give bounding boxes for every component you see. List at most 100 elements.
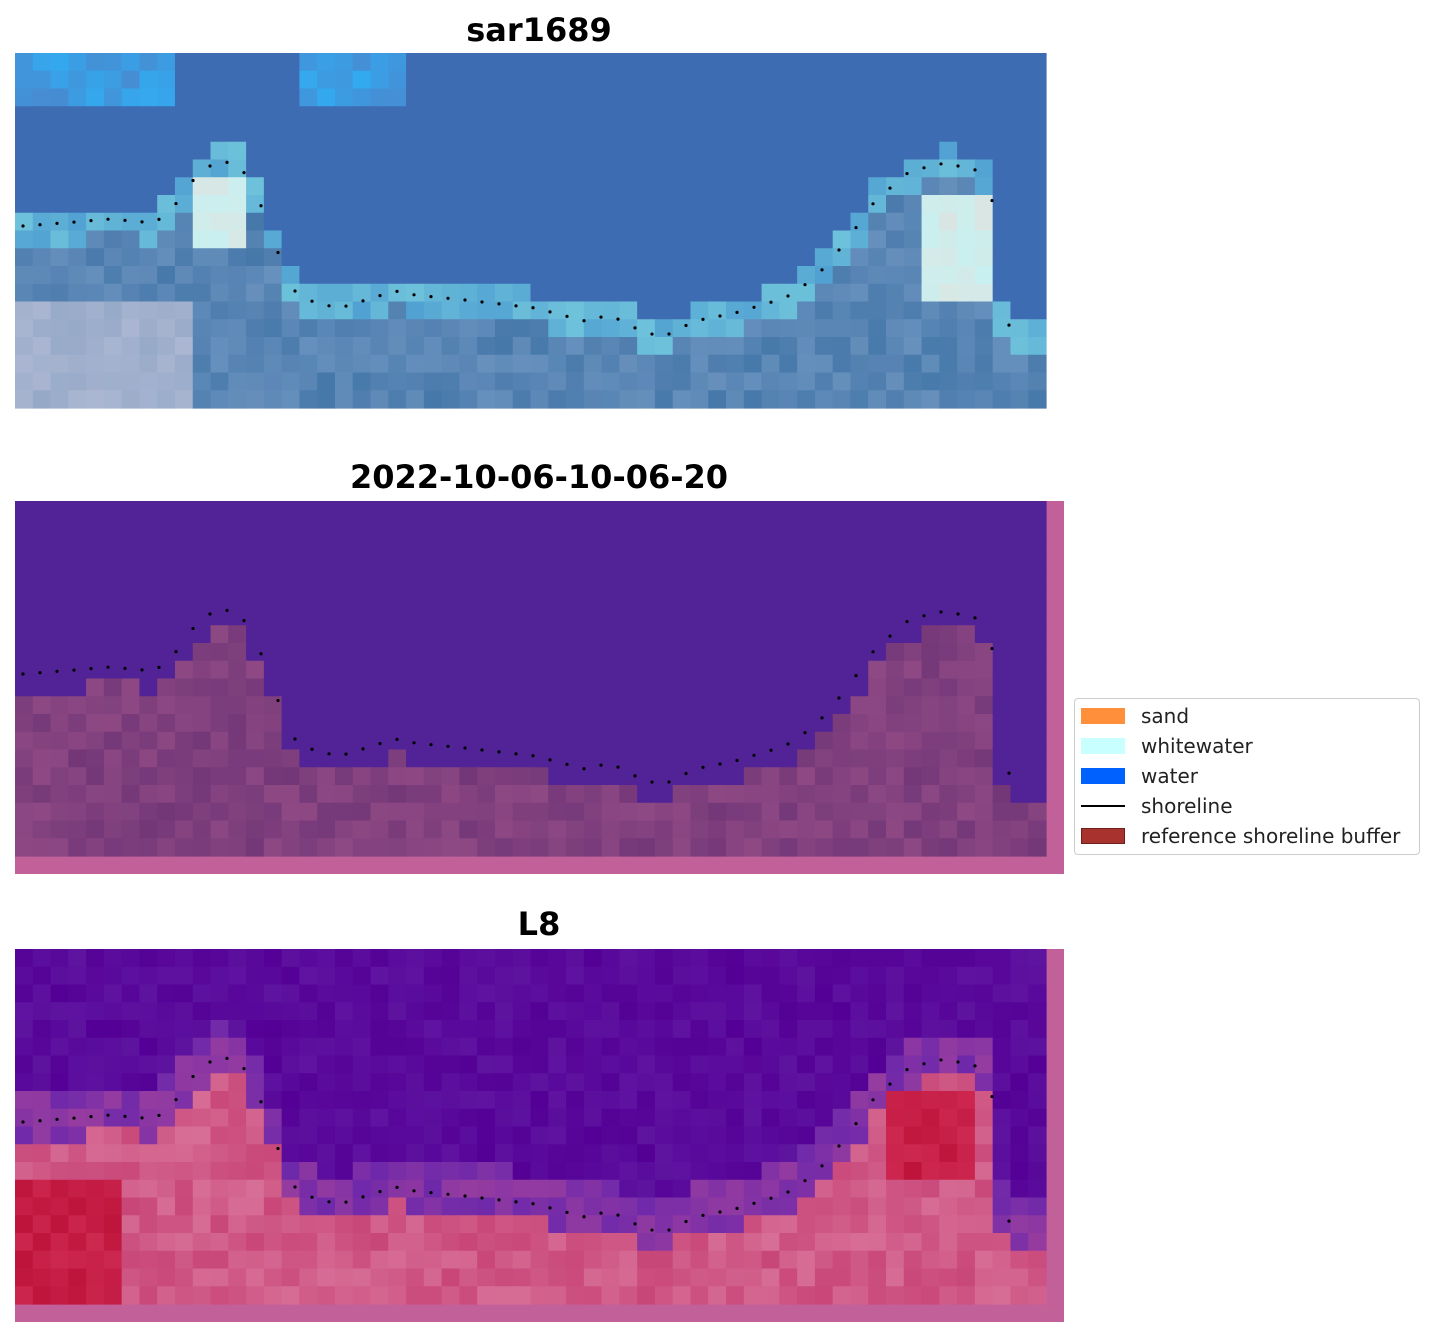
pixel-cell bbox=[654, 696, 674, 715]
pixel-cell bbox=[228, 1037, 247, 1057]
pixel-cell bbox=[708, 1020, 727, 1039]
pixel-cell bbox=[530, 248, 549, 267]
pixel-cell bbox=[726, 625, 745, 644]
pixel-cell bbox=[406, 106, 425, 125]
pixel-cell bbox=[192, 1250, 212, 1270]
pixel-cell bbox=[352, 53, 372, 72]
pixel-cell bbox=[406, 749, 425, 768]
pixel-cell bbox=[654, 589, 674, 609]
pixel-cell bbox=[743, 966, 763, 986]
pixel-cell bbox=[637, 1073, 656, 1092]
pixel-cell bbox=[388, 984, 407, 1003]
pixel-cell bbox=[103, 572, 123, 591]
pixel-cell bbox=[406, 731, 425, 751]
pixel-cell bbox=[86, 501, 105, 520]
pixel-cell bbox=[68, 266, 87, 285]
pixel-cell bbox=[192, 838, 212, 857]
pixel-cell bbox=[459, 714, 478, 733]
pixel-cell bbox=[121, 714, 141, 733]
pixel-cell bbox=[886, 518, 905, 538]
pixel-cell bbox=[619, 1073, 638, 1092]
pixel-cell bbox=[68, 230, 87, 249]
pixel-cell bbox=[263, 1020, 283, 1039]
pixel-cell bbox=[832, 53, 852, 72]
pixel-cell bbox=[494, 696, 514, 715]
pixel-cell bbox=[708, 643, 727, 662]
pixel-cell bbox=[672, 159, 692, 178]
pixel-cell bbox=[459, 106, 478, 125]
pixel-cell bbox=[708, 88, 727, 107]
pixel-cell bbox=[921, 1197, 940, 1216]
pixel-cell bbox=[797, 212, 816, 232]
pixel-cell bbox=[512, 660, 532, 680]
pixel-cell bbox=[583, 390, 603, 409]
pixel-cell bbox=[228, 1215, 247, 1234]
pixel-cell bbox=[281, 643, 301, 662]
legend-label: whitewater bbox=[1141, 734, 1253, 758]
pixel-cell bbox=[352, 501, 372, 520]
pixel-cell bbox=[228, 767, 247, 786]
pixel-cell bbox=[334, 1073, 354, 1092]
pixel-cell bbox=[281, 1037, 301, 1057]
pixel-cell bbox=[459, 966, 478, 986]
pixel-cell bbox=[708, 820, 727, 839]
pixel-cell bbox=[761, 607, 780, 626]
pixel-cell bbox=[68, 1020, 87, 1039]
shoreline-point bbox=[174, 202, 178, 206]
pixel-cell bbox=[406, 177, 425, 196]
pixel-cell bbox=[32, 518, 52, 538]
pixel-cell bbox=[246, 390, 265, 409]
pixel-cell bbox=[139, 1233, 158, 1252]
pixel-cell bbox=[50, 372, 69, 391]
pixel-cell bbox=[974, 643, 994, 662]
pixel-cell bbox=[886, 372, 905, 391]
pixel-cell bbox=[814, 966, 834, 986]
pixel-cell bbox=[512, 337, 532, 356]
pixel-cell bbox=[743, 678, 763, 697]
pixel-cell bbox=[459, 53, 478, 72]
pixel-cell bbox=[246, 195, 265, 214]
pixel-cell bbox=[334, 230, 354, 249]
pixel-cell bbox=[921, 53, 940, 72]
pixel-cell bbox=[601, 820, 620, 839]
pixel-cell bbox=[1010, 230, 1029, 249]
pixel-cell bbox=[388, 354, 407, 374]
pixel-cell bbox=[601, 749, 620, 768]
pixel-cell bbox=[103, 141, 123, 161]
pixel-cell bbox=[868, 1020, 887, 1039]
pixel-cell bbox=[974, 1108, 994, 1128]
pixel-cell bbox=[903, 1215, 923, 1234]
pixel-cell bbox=[726, 1179, 745, 1199]
pixel-cell bbox=[15, 1162, 34, 1181]
pixel-cell bbox=[583, 372, 603, 391]
pixel-cell bbox=[299, 660, 318, 680]
pixel-cell bbox=[352, 106, 372, 125]
pixel-cell bbox=[68, 1091, 87, 1110]
pixel-cell bbox=[174, 372, 194, 391]
pixel-cell bbox=[566, 106, 585, 125]
pixel-cell bbox=[50, 88, 69, 107]
pixel-cell bbox=[992, 1091, 1012, 1110]
pixel-cell bbox=[494, 572, 514, 591]
pixel-cell bbox=[103, 248, 123, 267]
pixel-cell bbox=[903, 141, 923, 161]
pixel-cell bbox=[601, 984, 620, 1003]
pixel-cell bbox=[974, 70, 994, 90]
pixel-cell bbox=[352, 838, 372, 857]
pixel-cell bbox=[263, 802, 283, 822]
pixel-cell bbox=[1010, 1197, 1029, 1216]
pixel-cell bbox=[850, 1020, 869, 1039]
pixel-cell bbox=[974, 660, 994, 680]
pixel-cell bbox=[743, 625, 763, 644]
pixel-cell bbox=[814, 354, 834, 374]
pixel-cell bbox=[637, 1144, 656, 1163]
pixel-cell bbox=[121, 1250, 141, 1270]
pixel-cell bbox=[68, 820, 87, 839]
shoreline-point bbox=[480, 1196, 484, 1200]
pixel-cell bbox=[1010, 1037, 1029, 1057]
pixel-cell bbox=[1028, 354, 1047, 374]
pixel-cell bbox=[708, 554, 727, 573]
pixel-cell bbox=[761, 984, 780, 1003]
pixel-cell bbox=[939, 1037, 958, 1057]
pixel-cell bbox=[708, 767, 727, 786]
